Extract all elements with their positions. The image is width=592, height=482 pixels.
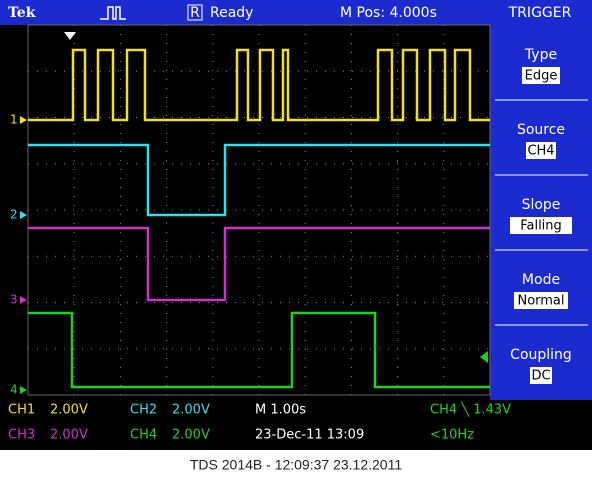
menu-value: Normal [517,294,564,309]
readout: 2.00V [50,403,88,418]
menu-label: Coupling [510,347,572,363]
readout: M 1.00s [255,403,306,418]
top-bar [0,0,592,25]
readout: 2.00V [50,428,88,443]
readout: CH3 [8,428,35,443]
menu-value: Falling [520,219,562,234]
brand: Tek [8,5,36,21]
menu-label: Type [524,47,557,63]
channel-marker: 3 [10,293,18,307]
position: M Pos: 4.000s [340,5,437,21]
readout: CH1 [8,403,35,418]
readout: 2.00V [172,428,210,443]
readout: 2.00V [172,403,210,418]
menu-label: Source [517,122,565,138]
menu-label: Mode [522,272,560,288]
channel-marker: 4 [10,383,18,397]
page: {"header": {"brand": "Tek", "status_badg… [0,0,592,478]
menu-label: Slope [522,197,561,213]
oscilloscope-screen: Tek R Ready M Pos: 4.000s TRIGGER Type Ed… [0,0,592,478]
channel-marker: 2 [10,208,18,222]
status: Ready [210,5,253,21]
readout: <10Hz [430,428,474,443]
menu-value: DC [531,369,550,384]
menu-value: Edge [525,69,558,84]
caption: TDS 2014B - 12:09:37 23.12.2011 [190,457,402,473]
readout: CH2 [130,403,157,418]
menu-title: TRIGGER [508,5,572,21]
status-badge: R [190,5,200,21]
readout: 23-Dec-11 13:09 [255,428,364,443]
readout: CH4 ╲ 1.43V [430,401,511,418]
channel-marker: 1 [10,113,18,127]
menu-value: CH4 [527,144,554,159]
readout: CH4 [130,428,157,443]
